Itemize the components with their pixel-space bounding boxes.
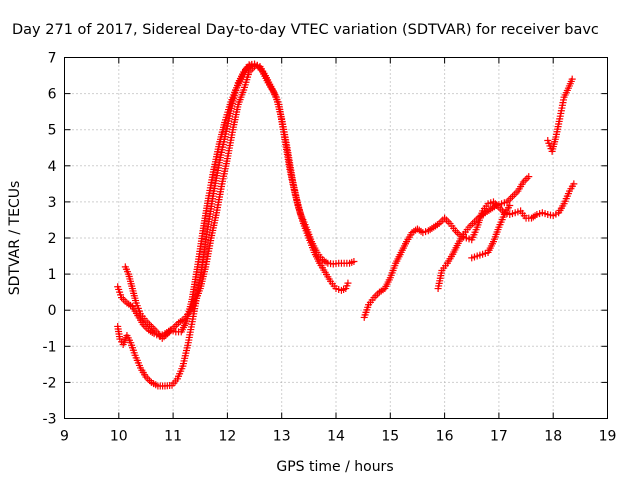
plot-frame — [64, 57, 608, 419]
series-track-g — [544, 75, 576, 155]
grid-lines — [64, 57, 608, 419]
y-tick-label: 0 — [48, 303, 57, 319]
x-tick-labels: 9 10 11 12 13 14 15 16 17 18 19 — [60, 429, 616, 445]
series-track-e — [434, 173, 533, 293]
x-axis-label: GPS time / hours — [276, 459, 393, 475]
y-tick-label: -2 — [43, 375, 57, 391]
data-point — [344, 279, 352, 287]
x-tick-label: 9 — [60, 429, 69, 445]
y-tick-labels: -3 -2 -1 0 1 2 3 4 5 6 7 — [43, 51, 57, 428]
y-tick-label: 1 — [48, 267, 57, 283]
x-tick-label: 12 — [218, 429, 236, 445]
chart-title: Day 271 of 2017, Sidereal Day-to-day VTE… — [12, 22, 599, 38]
data-point — [350, 257, 358, 265]
data-point — [251, 63, 259, 71]
y-axis-label: SDTVAR / TECUs — [7, 181, 23, 296]
y-tick-label: 4 — [48, 159, 57, 175]
x-tick-label: 18 — [544, 429, 562, 445]
y-tick-label: 5 — [48, 123, 57, 139]
data-point — [568, 75, 576, 83]
y-tick-label: -3 — [43, 412, 57, 428]
x-tick-label: 10 — [110, 429, 128, 445]
data-points — [114, 60, 578, 390]
y-tick-label: 2 — [48, 231, 57, 247]
series-track-c — [121, 63, 259, 342]
x-tick-label: 19 — [599, 429, 617, 445]
y-tick-label: 7 — [48, 51, 57, 67]
series-track-f — [468, 202, 514, 262]
data-point — [525, 173, 533, 181]
x-tick-label: 17 — [490, 429, 508, 445]
data-point — [570, 180, 578, 188]
x-tick-label: 16 — [436, 429, 454, 445]
x-tick-label: 14 — [327, 429, 345, 445]
x-tick-label: 11 — [164, 429, 182, 445]
y-tick-label: 6 — [48, 87, 57, 103]
data-point — [506, 202, 514, 210]
x-tick-label: 13 — [273, 429, 291, 445]
series-track-b — [114, 61, 358, 340]
y-tick-label: -1 — [43, 339, 57, 355]
x-tick-label: 15 — [381, 429, 399, 445]
y-tick-label: 3 — [48, 195, 57, 211]
